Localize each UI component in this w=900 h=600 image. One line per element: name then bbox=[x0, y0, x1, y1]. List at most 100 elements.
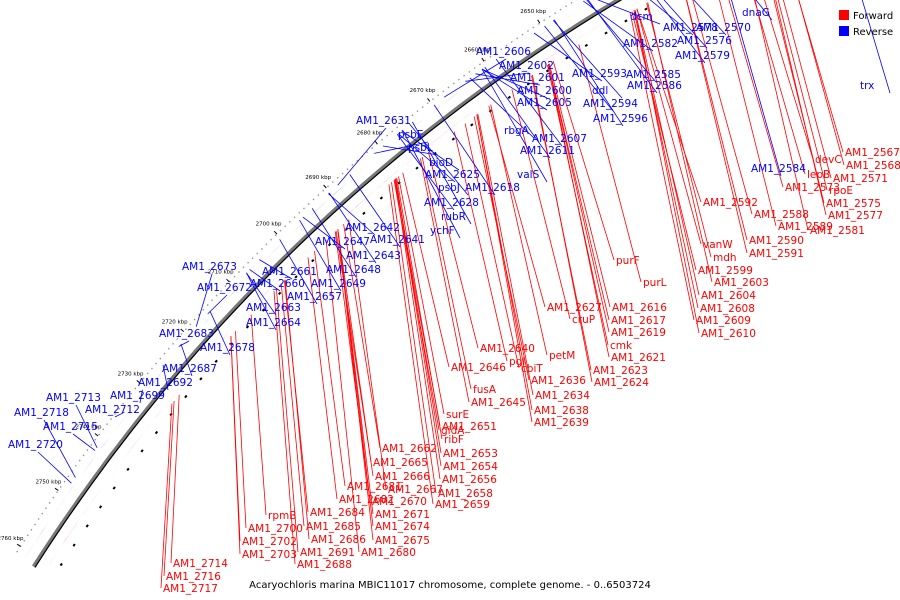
reverse-leader-line bbox=[481, 68, 548, 111]
reverse-leader-line bbox=[401, 130, 460, 171]
reverse-leader-line bbox=[465, 72, 530, 82]
forward-gene-label: AM1_2691 bbox=[300, 547, 355, 559]
reverse-gene-arrow[interactable] bbox=[264, 242, 283, 261]
scale-tick-label: 2730 kbp bbox=[118, 371, 144, 377]
forward-gene-arrow[interactable] bbox=[551, 44, 570, 56]
forward-gene-label: AM1_2654 bbox=[443, 461, 498, 473]
forward-leader-line bbox=[428, 151, 479, 349]
forward-gene-arrow[interactable] bbox=[573, 32, 589, 42]
reverse-gene-arrow[interactable] bbox=[291, 219, 307, 234]
forward-gene-arrow[interactable] bbox=[142, 421, 153, 434]
reverse-gene-label: AM1_2611 bbox=[520, 145, 575, 157]
forward-gene-arrow[interactable] bbox=[59, 536, 68, 550]
reverse-leader-line bbox=[409, 123, 469, 196]
forward-gene-label: AM1_2617 bbox=[611, 315, 666, 327]
forward-gene-label: AM1_2717 bbox=[163, 583, 218, 595]
forward-gene-label: mdh bbox=[713, 252, 737, 264]
strand-marker bbox=[154, 430, 159, 435]
forward-gene-label: AM1_2624 bbox=[594, 377, 649, 389]
reverse-gene-arrow[interactable] bbox=[581, 0, 595, 8]
forward-gene-arrow[interactable] bbox=[355, 189, 377, 208]
forward-gene-arrow[interactable] bbox=[155, 403, 167, 419]
forward-gene-label: AM1_2591 bbox=[749, 248, 804, 260]
reverse-leader-line bbox=[861, 0, 891, 94]
reverse-gene-label: AM1_2673 bbox=[182, 261, 237, 273]
forward-gene-arrow[interactable] bbox=[604, 11, 623, 23]
forward-gene-arrow[interactable] bbox=[639, 0, 655, 2]
forward-gene-arrow[interactable] bbox=[426, 131, 447, 148]
scale-tick bbox=[537, 19, 541, 24]
reverse-gene-label: AM1_2663 bbox=[246, 302, 301, 314]
forward-gene-arrow[interactable] bbox=[82, 501, 92, 516]
reverse-gene-arrow[interactable] bbox=[453, 86, 466, 96]
reverse-leader-line bbox=[656, 0, 706, 64]
reverse-gene-arrow[interactable] bbox=[97, 436, 111, 454]
forward-leader-line bbox=[754, 0, 809, 231]
forward-gene-arrow[interactable] bbox=[444, 119, 463, 134]
reverse-gene-arrow[interactable] bbox=[444, 92, 458, 103]
forward-gene-arrow[interactable] bbox=[168, 383, 184, 403]
reverse-leader-line bbox=[43, 419, 76, 478]
forward-gene-label: AM1_2653 bbox=[443, 448, 498, 460]
forward-gene-arrow[interactable] bbox=[199, 348, 215, 366]
forward-leader-line bbox=[719, 0, 777, 227]
forward-gene-arrow[interactable] bbox=[181, 372, 194, 386]
forward-leader-line bbox=[337, 229, 374, 477]
forward-leader-line bbox=[578, 44, 642, 283]
reverse-gene-arrow[interactable] bbox=[413, 114, 430, 127]
reverse-gene-arrow[interactable] bbox=[115, 410, 131, 430]
forward-gene-label: gidA bbox=[441, 425, 465, 437]
reverse-gene-arrow[interactable] bbox=[474, 71, 487, 81]
strand-marker bbox=[277, 291, 282, 296]
reverse-gene-arrow[interactable] bbox=[226, 281, 244, 300]
reverse-gene-arrow[interactable] bbox=[25, 537, 38, 558]
forward-gene-arrow[interactable] bbox=[284, 257, 302, 275]
reverse-gene-arrow[interactable] bbox=[147, 368, 166, 389]
forward-gene-arrow[interactable] bbox=[617, 0, 642, 15]
reverse-gene-arrow[interactable] bbox=[81, 455, 97, 476]
reverse-gene-arrow[interactable] bbox=[506, 44, 527, 58]
reverse-gene-label: AM1_2649 bbox=[311, 278, 366, 290]
forward-gene-arrow[interactable] bbox=[328, 218, 344, 233]
reverse-gene-arrow[interactable] bbox=[67, 481, 77, 495]
forward-gene-arrow[interactable] bbox=[130, 431, 145, 450]
reverse-gene-arrow[interactable] bbox=[332, 180, 351, 196]
scale-tick-label: 2700 kbp bbox=[256, 221, 282, 227]
reverse-gene-label: AM1_2596 bbox=[593, 113, 648, 125]
reverse-gene-arrow[interactable] bbox=[311, 197, 331, 216]
forward-gene-arrow[interactable] bbox=[393, 164, 406, 175]
scale-tick bbox=[54, 487, 59, 491]
reverse-gene-arrow[interactable] bbox=[371, 147, 388, 162]
reverse-gene-arrow[interactable] bbox=[55, 494, 68, 512]
forward-gene-arrow[interactable] bbox=[342, 205, 359, 219]
reverse-gene-arrow[interactable] bbox=[557, 12, 575, 24]
forward-leader-line bbox=[396, 177, 443, 440]
reverse-gene-label: trx bbox=[860, 80, 874, 92]
strand-marker bbox=[644, 7, 648, 11]
forward-leader-line bbox=[477, 113, 534, 396]
forward-gene-arrow[interactable] bbox=[49, 544, 63, 565]
forward-gene-label: AM1_2621 bbox=[611, 352, 666, 364]
reverse-leader-line bbox=[663, 0, 708, 49]
reverse-gene-arrow[interactable] bbox=[358, 162, 371, 173]
reverse-gene-label: rubR bbox=[441, 211, 466, 223]
forward-gene-arrow[interactable] bbox=[121, 447, 132, 461]
forward-gene-arrow[interactable] bbox=[412, 147, 427, 159]
forward-gene-arrow[interactable] bbox=[458, 109, 476, 123]
reverse-gene-arrow[interactable] bbox=[433, 102, 446, 112]
forward-gene-arrow[interactable] bbox=[275, 270, 289, 284]
forward-leader-line bbox=[170, 394, 180, 564]
forward-gene-arrow[interactable] bbox=[106, 464, 119, 482]
forward-gene-arrow[interactable] bbox=[65, 517, 81, 540]
reverse-gene-arrow[interactable] bbox=[130, 392, 146, 410]
scale-tick-label: 2660 kbp bbox=[464, 48, 490, 54]
forward-gene-arrow[interactable] bbox=[584, 21, 606, 35]
forward-gene-arrow[interactable] bbox=[298, 247, 313, 261]
forward-gene-label: petM bbox=[549, 350, 575, 362]
forward-gene-arrow[interactable] bbox=[400, 155, 417, 169]
forward-gene-arrow[interactable] bbox=[90, 484, 105, 504]
forward-gene-label: rpmB bbox=[268, 510, 296, 522]
forward-gene-arrow[interactable] bbox=[497, 84, 511, 94]
reverse-gene-arrow[interactable] bbox=[161, 356, 175, 373]
reverse-gene-arrow[interactable] bbox=[36, 521, 49, 541]
